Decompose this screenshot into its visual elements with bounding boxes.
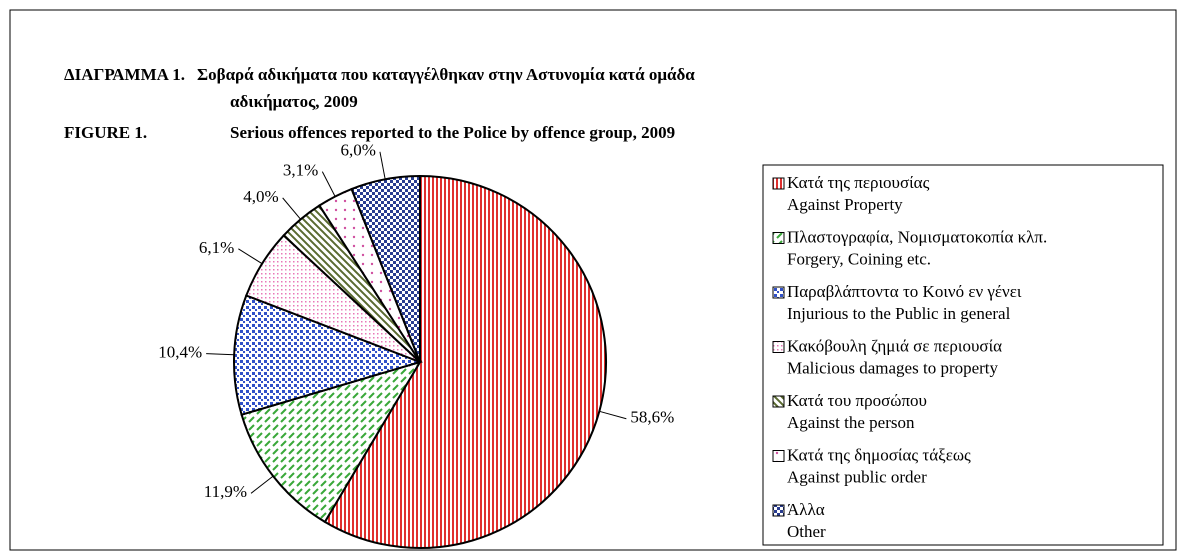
legend-label: Πλαστογραφία, Νομισματοκοπία κλπ. — [787, 227, 1047, 246]
leader-line — [238, 248, 263, 265]
pie-slice — [233, 294, 424, 416]
data-label: 58,6% — [630, 408, 674, 427]
legend-label: Κατά της δημοσίας τάξεως — [787, 445, 971, 464]
pie-slice — [350, 174, 421, 363]
legend-label: Παραβλάπτοντα το Κοινό εν γένει — [787, 282, 1022, 301]
pie-slice — [323, 174, 607, 549]
data-label: 4,0% — [243, 187, 278, 206]
legend-swatch — [772, 232, 785, 244]
data-label: 10,4% — [158, 343, 202, 362]
legend-swatch — [772, 450, 785, 462]
leader-line — [282, 197, 302, 220]
leader-line — [206, 353, 235, 356]
leader-line — [321, 171, 336, 197]
legend-label-en: Malicious damages to property — [787, 358, 999, 377]
legend-label: Κακόβουλη ζημιά σε περιουσία — [787, 336, 1002, 355]
legend-swatch — [772, 395, 785, 408]
legend-label-en: Against Property — [787, 195, 903, 214]
leader-line — [599, 410, 627, 420]
legend-swatch — [772, 341, 785, 353]
legend-box — [762, 164, 1164, 546]
data-label: 6,1% — [199, 238, 234, 257]
figure-label: FIGURE 1. — [64, 123, 147, 142]
legend-swatch — [772, 504, 785, 517]
legend-label-en: Other — [787, 522, 826, 541]
data-label: 6,0% — [341, 141, 376, 160]
data-label: 11,9% — [204, 482, 247, 501]
leader-line — [250, 475, 274, 494]
legend-label: Άλλα — [787, 500, 825, 519]
legend-label-en: Injurious to the Public in general — [787, 304, 1011, 323]
legend-swatch — [772, 177, 785, 190]
frame — [9, 9, 1177, 551]
legend-label: Κατά του προσώπου — [787, 391, 927, 410]
data-label: 3,1% — [283, 160, 318, 179]
title-en: Serious offences reported to the Police … — [230, 123, 675, 142]
legend-label-en: Against public order — [787, 467, 927, 486]
leader-line — [379, 151, 386, 180]
legend-swatch — [772, 286, 785, 299]
title: αδικήματος, 2009 — [230, 92, 358, 111]
legend-label: Κατά της περιουσίας — [787, 173, 930, 192]
title: Σοβαρά αδικήματα που καταγγέλθηκαν στην … — [197, 65, 695, 84]
title-label: ΔΙΑΓΡΑΜΜΑ 1. — [64, 65, 185, 84]
legend-label-en: Against the person — [787, 413, 915, 432]
legend-label-en: Forgery, Coining etc. — [787, 249, 931, 268]
